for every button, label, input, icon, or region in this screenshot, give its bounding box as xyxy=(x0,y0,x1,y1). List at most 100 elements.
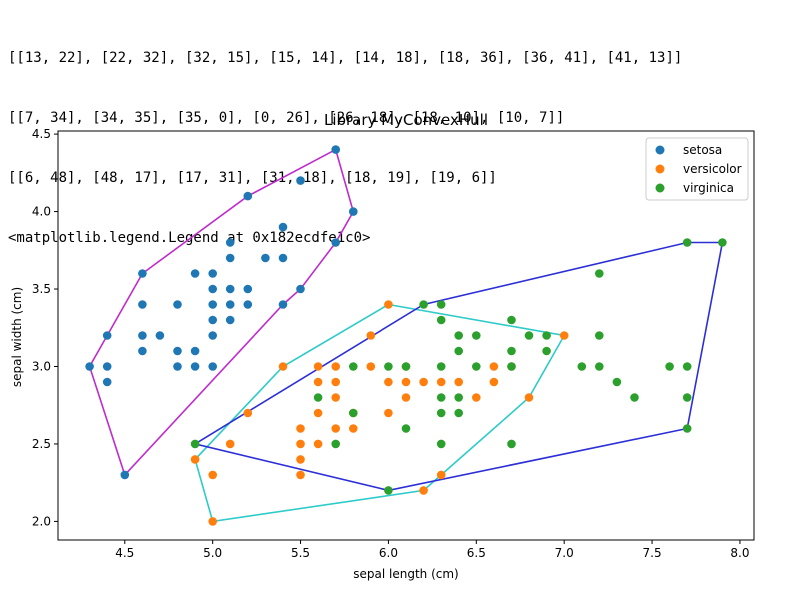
point-setosa xyxy=(138,331,147,340)
point-versicolor xyxy=(313,362,323,371)
y-tick-label: 3.0 xyxy=(32,359,51,373)
legend-marker-setosa xyxy=(655,145,665,155)
y-axis-ticks: 2.0 2.5 3.0 3.5 4.0 4.5 xyxy=(32,127,58,528)
point-virginica xyxy=(384,362,393,371)
point-setosa xyxy=(296,176,305,185)
point-virginica xyxy=(718,238,727,247)
point-virginica xyxy=(349,362,358,371)
point-versicolor xyxy=(366,331,376,340)
y-tick-label: 4.5 xyxy=(32,127,51,141)
point-virginica xyxy=(401,362,411,371)
point-setosa xyxy=(138,300,147,309)
point-virginica xyxy=(401,424,411,433)
x-tick-label: 7.0 xyxy=(555,546,574,560)
point-virginica xyxy=(472,362,481,371)
point-versicolor xyxy=(384,408,393,418)
point-virginica xyxy=(524,331,534,340)
point-virginica xyxy=(436,393,446,402)
point-versicolor xyxy=(208,517,217,526)
point-setosa xyxy=(225,300,235,309)
point-virginica xyxy=(577,362,587,371)
point-versicolor xyxy=(436,470,446,480)
point-setosa xyxy=(190,346,200,356)
point-virginica xyxy=(595,331,604,340)
point-setosa xyxy=(190,362,200,371)
point-versicolor xyxy=(454,377,464,387)
point-setosa xyxy=(208,315,217,325)
point-virginica xyxy=(454,346,464,356)
point-virginica xyxy=(331,439,341,449)
point-versicolor xyxy=(225,439,235,449)
point-versicolor xyxy=(436,377,446,387)
point-virginica xyxy=(436,362,446,371)
point-setosa xyxy=(208,284,217,294)
point-versicolor xyxy=(296,439,305,449)
point-virginica xyxy=(507,346,516,356)
point-versicolor xyxy=(313,377,323,387)
point-virginica xyxy=(436,408,446,418)
hull-line-2 xyxy=(193,241,724,492)
point-setosa xyxy=(225,238,235,247)
legend-label-virginica: virginica xyxy=(683,181,734,195)
point-setosa xyxy=(225,315,235,325)
point-setosa xyxy=(208,300,217,309)
point-virginica xyxy=(454,393,464,402)
point-setosa xyxy=(243,300,253,309)
point-versicolor xyxy=(313,439,323,449)
point-setosa xyxy=(138,269,147,278)
x-axis-label: sepal length (cm) xyxy=(353,567,458,581)
point-virginica xyxy=(595,269,604,278)
point-versicolor xyxy=(296,455,305,464)
y-tick-label: 3.5 xyxy=(32,282,51,296)
point-versicolor xyxy=(559,331,569,340)
hull-line-0 xyxy=(88,148,355,477)
point-versicolor xyxy=(296,424,305,433)
point-versicolor xyxy=(472,393,481,402)
point-setosa xyxy=(278,253,288,263)
point-setosa xyxy=(173,300,182,309)
point-versicolor xyxy=(366,362,376,371)
point-versicolor xyxy=(331,362,341,371)
x-tick-label: 8.0 xyxy=(730,546,749,560)
point-versicolor xyxy=(278,362,288,371)
point-virginica xyxy=(349,408,358,418)
x-tick-label: 5.0 xyxy=(203,546,222,560)
output-line: [[6, 48], [48, 17], [17, 31], [31, 18], … xyxy=(8,170,497,186)
point-virginica xyxy=(313,393,323,402)
x-tick-label: 5.5 xyxy=(291,546,310,560)
legend-label-setosa: setosa xyxy=(683,143,722,157)
point-virginica xyxy=(436,300,446,309)
point-setosa xyxy=(278,222,288,232)
point-versicolor xyxy=(296,470,305,480)
point-setosa xyxy=(190,269,200,278)
point-setosa xyxy=(296,284,305,294)
point-setosa xyxy=(225,284,235,294)
point-versicolor xyxy=(489,362,499,371)
point-versicolor xyxy=(401,393,411,402)
x-axis-ticks: 4.5 5.0 5.5 6.0 6.5 7.0 7.5 8.0 xyxy=(115,540,749,560)
point-setosa xyxy=(278,300,288,309)
point-versicolor xyxy=(349,424,358,433)
point-virginica xyxy=(542,346,551,356)
point-setosa xyxy=(208,269,217,278)
point-versicolor xyxy=(243,408,253,418)
point-setosa xyxy=(208,331,217,340)
point-virginica xyxy=(507,315,516,325)
y-tick-label: 2.5 xyxy=(32,437,51,451)
point-versicolor xyxy=(489,377,499,387)
point-virginica xyxy=(682,393,692,402)
output-line: [[7, 34], [34, 35], [35, 0], [0, 26], [2… xyxy=(8,110,565,126)
chart-title: Library MyConvexHull xyxy=(324,111,488,129)
point-setosa xyxy=(349,207,358,216)
x-tick-label: 6.5 xyxy=(467,546,486,560)
cell-output: [[13, 22], [22, 32], [32, 15], [15, 14],… xyxy=(8,8,682,268)
point-setosa xyxy=(102,331,112,340)
point-setosa xyxy=(331,238,341,247)
point-setosa xyxy=(155,331,165,340)
y-axis-label: sepal width (cm) xyxy=(10,287,24,387)
point-virginica xyxy=(190,439,200,449)
output-line: [[13, 22], [22, 32], [32, 15], [15, 14],… xyxy=(8,50,683,66)
point-versicolor xyxy=(384,377,393,387)
point-virginica xyxy=(665,362,674,371)
point-versicolor xyxy=(419,377,428,387)
